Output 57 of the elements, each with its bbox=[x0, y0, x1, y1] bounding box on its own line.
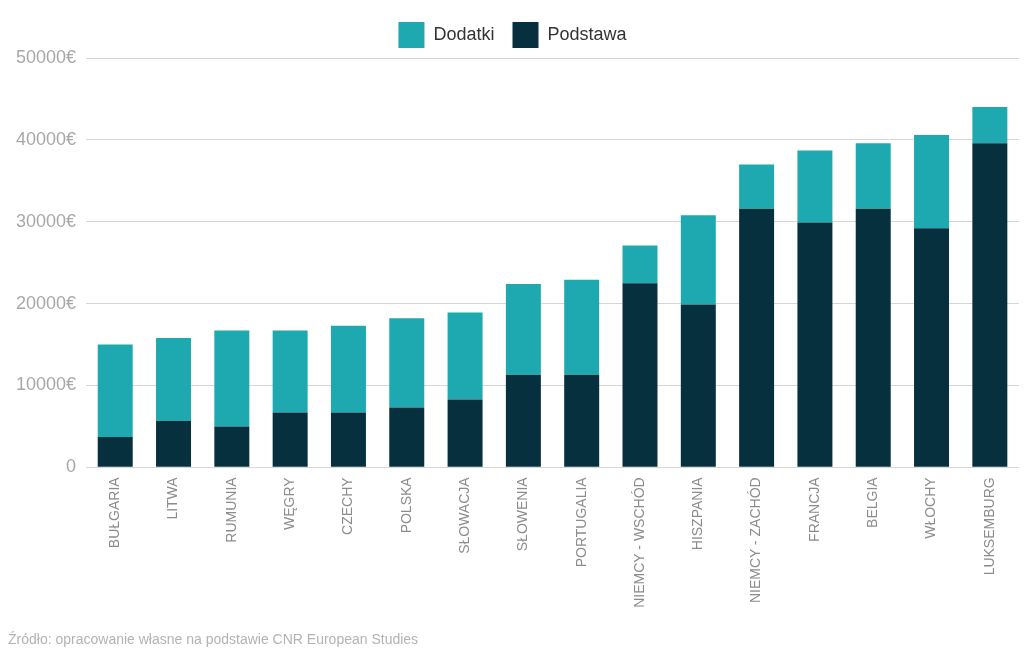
x-tick-label: NIEMCY - WSCHÓD bbox=[630, 477, 647, 608]
bar bbox=[505, 283, 541, 375]
text: Źródło: opracowanie własne na podstawie CNR European Studies bbox=[8, 631, 419, 647]
bar bbox=[855, 208, 891, 467]
bar bbox=[797, 150, 833, 223]
bar bbox=[156, 337, 192, 421]
bar bbox=[389, 318, 425, 408]
y-tick-label: 20000€ bbox=[15, 292, 77, 313]
bar bbox=[914, 134, 950, 229]
y-tick-label: 0 bbox=[66, 456, 77, 477]
legend-label: Podstawa bbox=[547, 23, 628, 44]
x-tick-label: RUMUNIA bbox=[222, 476, 239, 543]
y-tick-label: 30000€ bbox=[15, 210, 77, 231]
x-tick-label: BUŁGARIA bbox=[106, 476, 123, 549]
bar bbox=[505, 374, 541, 467]
bar bbox=[855, 143, 891, 209]
bar bbox=[214, 426, 250, 467]
bar bbox=[447, 312, 483, 400]
bar bbox=[214, 330, 250, 427]
x-tick-label: FRANCJA bbox=[805, 476, 822, 542]
bar bbox=[447, 399, 483, 467]
bar bbox=[622, 283, 658, 467]
bar bbox=[156, 420, 192, 467]
bar bbox=[272, 330, 308, 413]
x-tick-label: WŁOCHY bbox=[922, 476, 939, 539]
bar bbox=[680, 215, 716, 305]
y-tick-label: 50000€ bbox=[15, 46, 77, 67]
x-tick-label: BELGIA bbox=[864, 476, 881, 528]
bar bbox=[739, 164, 775, 209]
bar bbox=[622, 245, 658, 284]
bar bbox=[972, 143, 1008, 467]
x-tick-label: LUKSEMBURG bbox=[980, 477, 997, 576]
bar bbox=[330, 325, 366, 413]
bar bbox=[330, 412, 366, 467]
bar bbox=[564, 374, 600, 467]
bar bbox=[389, 407, 425, 467]
x-tick-label: SŁOWACJA bbox=[455, 476, 472, 554]
bar bbox=[739, 208, 775, 467]
bar bbox=[97, 344, 133, 438]
x-tick-label: CZECHY bbox=[339, 476, 356, 535]
x-tick-label: WĘGRY bbox=[281, 476, 297, 530]
legend-label: Dodatki bbox=[433, 23, 495, 44]
bar bbox=[680, 304, 716, 467]
x-tick-label: PORTUGALIA bbox=[572, 476, 589, 568]
y-tick-label: 10000€ bbox=[15, 374, 77, 395]
bar bbox=[797, 222, 833, 467]
bar bbox=[914, 228, 950, 467]
x-tick-label: NIEMCY - ZACHÓD bbox=[747, 477, 764, 604]
x-tick-label: HISZPANIA bbox=[689, 476, 706, 551]
bar bbox=[972, 107, 1008, 144]
bar bbox=[97, 437, 133, 467]
y-tick-label: 40000€ bbox=[15, 128, 77, 149]
bar bbox=[564, 279, 600, 375]
x-tick-label: POLSKA bbox=[397, 476, 414, 534]
x-tick-label: LITWA bbox=[164, 476, 181, 520]
bar bbox=[272, 412, 308, 467]
x-tick-label: SŁOWENIA bbox=[514, 476, 531, 552]
